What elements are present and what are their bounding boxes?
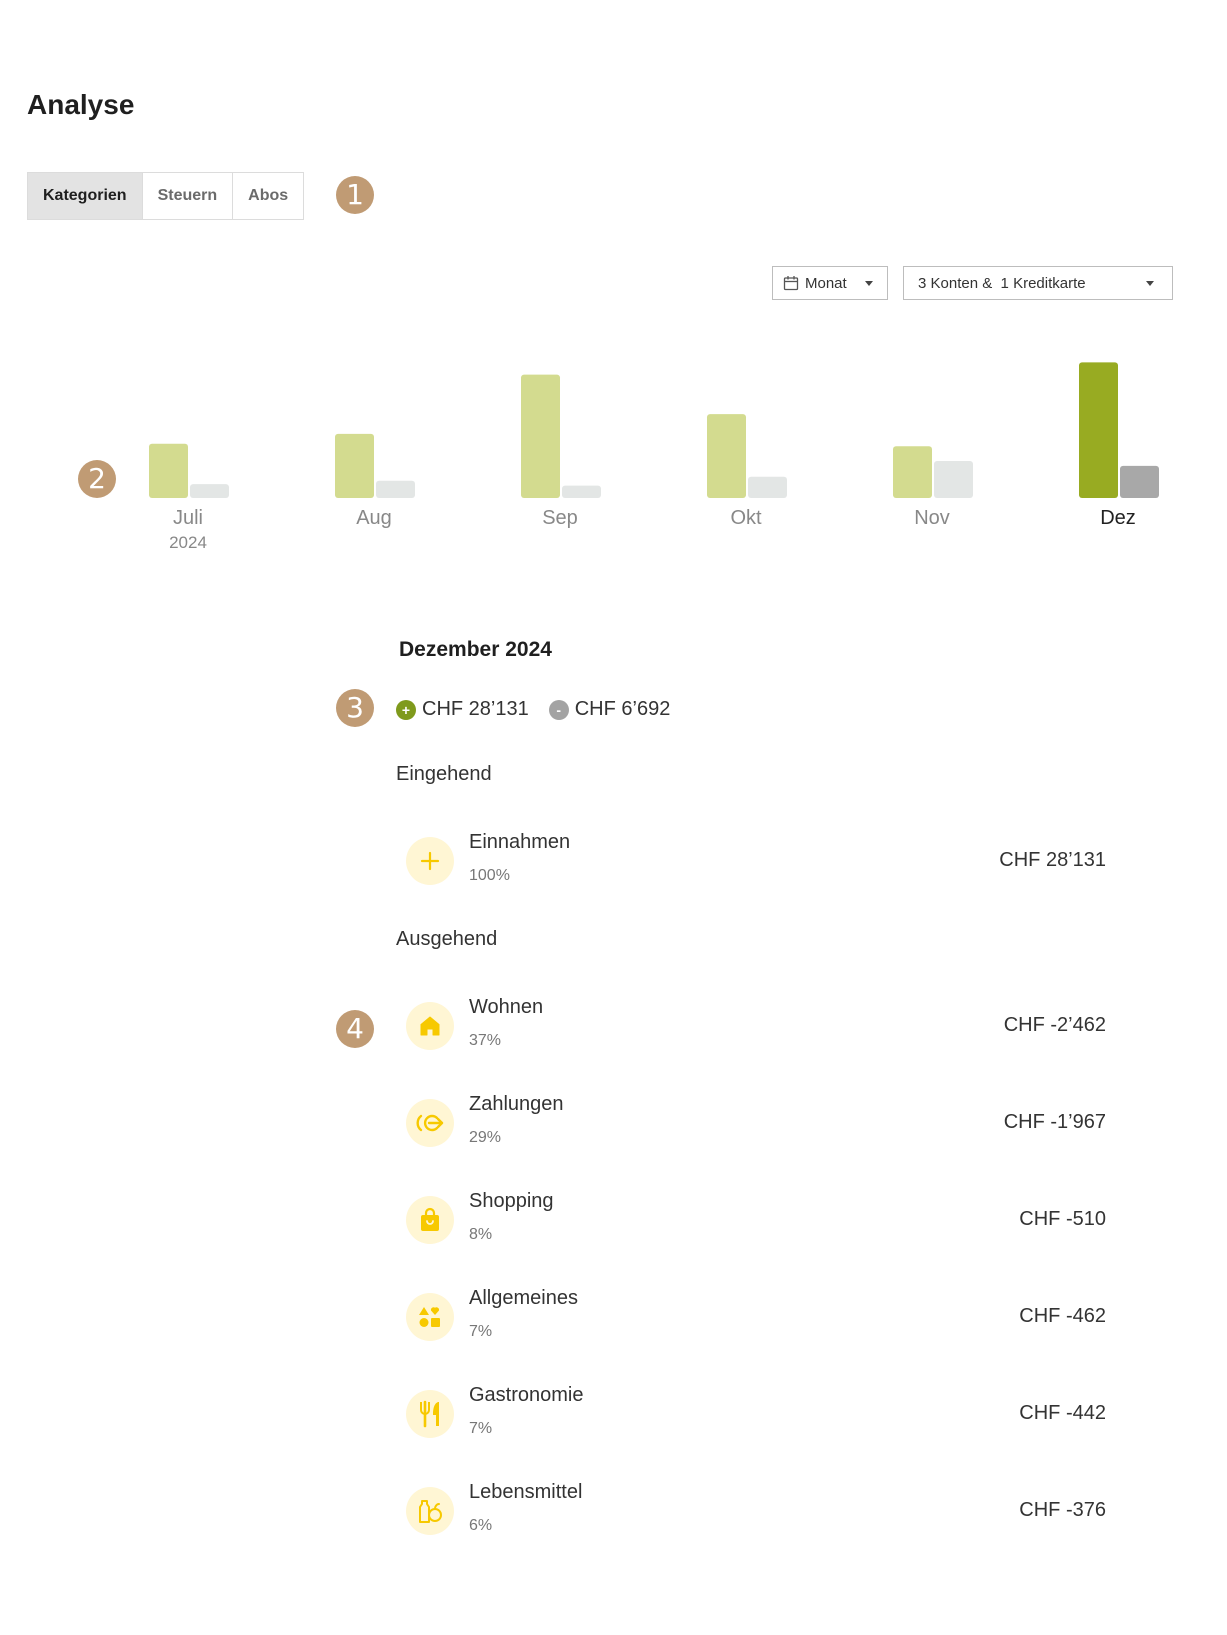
category-amount: CHF -376: [1019, 1499, 1106, 1521]
category-row-wohnen[interactable]: Wohnen 37% CHF -2’462: [396, 996, 1106, 1066]
category-percent: 100%: [469, 867, 510, 884]
bar-expense-juli[interactable]: [190, 484, 229, 498]
category-row-zahlungen[interactable]: Zahlungen 29% CHF -1’967: [396, 1093, 1106, 1163]
annotation-marker-1: 1: [336, 176, 374, 214]
category-row-allgemeines[interactable]: Allgemeines 7% CHF -462: [396, 1287, 1106, 1357]
category-amount: CHF -1’967: [1003, 1111, 1106, 1133]
house-icon: [406, 1002, 454, 1050]
groceries-icon: [406, 1487, 454, 1535]
bar-income-juli[interactable]: [149, 443, 188, 498]
bar-income-aug[interactable]: [335, 433, 374, 498]
income-plus-icon: +: [396, 699, 416, 720]
x-tick-label[interactable]: Dez: [1100, 507, 1136, 529]
category-amount: CHF -2’462: [1003, 1014, 1106, 1036]
expense-minus-icon: -: [548, 699, 569, 720]
category-percent: 6%: [469, 1517, 493, 1534]
summary-title: Dezember 2024: [399, 638, 552, 661]
category-name: Allgemeines: [469, 1287, 578, 1309]
section-outgoing-label: Ausgehend: [396, 928, 498, 950]
section-incoming-label: Eingehend: [396, 763, 492, 785]
category-amount: CHF -510: [1019, 1208, 1106, 1230]
category-row-einnahmen[interactable]: Einnahmen 100% CHF 28’131: [396, 831, 1106, 901]
x-tick-label[interactable]: Sep: [542, 507, 578, 529]
chevron-down-icon: [865, 281, 873, 286]
monthly-bar-chart: Juli 2024 Aug Sep Okt Nov Dez: [149, 362, 1159, 552]
fork-knife-icon: [406, 1390, 454, 1438]
accounts-select-label: 3 Konten & 1 Kreditkarte: [918, 274, 1086, 292]
category-amount: CHF 28’131: [999, 849, 1106, 871]
shopping-bag-icon: [406, 1196, 454, 1244]
category-percent: 7%: [469, 1420, 493, 1437]
x-tick-label[interactable]: Aug: [356, 507, 392, 529]
accounts-select[interactable]: 3 Konten & 1 Kreditkarte: [903, 266, 1173, 300]
category-row-lebensmittel[interactable]: Lebensmittel 6% CHF -376: [396, 1481, 1106, 1551]
category-name: Shopping: [469, 1190, 554, 1212]
category-percent: 7%: [469, 1323, 493, 1340]
income-total: CHF 28’131: [422, 698, 529, 720]
expense-total: CHF 6’692: [574, 698, 671, 720]
category-amount: CHF -462: [1019, 1305, 1106, 1327]
category-row-gastronomie[interactable]: Gastronomie 7% CHF -442: [396, 1384, 1106, 1454]
bar-expense-dez[interactable]: [1120, 465, 1159, 498]
page-title: Analyse: [27, 89, 135, 120]
summary-totals: + CHF 28’131 - CHF 6’692: [396, 698, 670, 721]
bar-expense-aug[interactable]: [376, 480, 415, 498]
year-label: 2024: [169, 533, 207, 552]
chevron-down-icon: [1146, 281, 1154, 286]
category-name: Wohnen: [469, 996, 544, 1018]
shapes-icon: [406, 1293, 454, 1341]
bar-expense-sep[interactable]: [562, 485, 601, 498]
bar-income-okt[interactable]: [707, 414, 746, 498]
x-tick-label[interactable]: Nov: [914, 507, 950, 529]
annotation-marker-3: 3: [336, 689, 374, 727]
category-name: Lebensmittel: [469, 1481, 583, 1503]
x-tick-label[interactable]: Juli: [173, 507, 203, 529]
category-percent: 8%: [469, 1226, 493, 1243]
bar-expense-nov[interactable]: [934, 461, 973, 498]
bar-income-nov[interactable]: [893, 446, 932, 498]
tab-kategorien[interactable]: Kategorien: [28, 173, 143, 219]
category-row-shopping[interactable]: Shopping 8% CHF -510: [396, 1190, 1106, 1260]
category-percent: 29%: [469, 1129, 502, 1146]
annotation-marker-2: 2: [78, 460, 116, 498]
tab-steuern[interactable]: Steuern: [143, 173, 234, 219]
category-percent: 37%: [469, 1032, 502, 1049]
tab-abos[interactable]: Abos: [248, 187, 289, 204]
annotation-marker-4: 4: [336, 1010, 374, 1048]
bar-expense-okt[interactable]: [748, 476, 787, 498]
category-name: Einnahmen: [469, 831, 571, 853]
calendar-icon: [783, 276, 799, 291]
category-amount: CHF -442: [1019, 1402, 1106, 1424]
tab-bar: Kategorien Steuern Abos: [27, 172, 305, 220]
plus-icon: [406, 837, 454, 885]
period-select[interactable]: Monat: [772, 266, 888, 300]
x-tick-label[interactable]: Okt: [730, 507, 762, 529]
category-name: Zahlungen: [469, 1093, 564, 1115]
bar-income-dez[interactable]: [1079, 362, 1118, 498]
payment-arrow-icon: [406, 1099, 454, 1147]
period-select-label: Monat: [805, 274, 847, 292]
category-name: Gastronomie: [469, 1384, 584, 1406]
bar-income-sep[interactable]: [521, 374, 560, 498]
